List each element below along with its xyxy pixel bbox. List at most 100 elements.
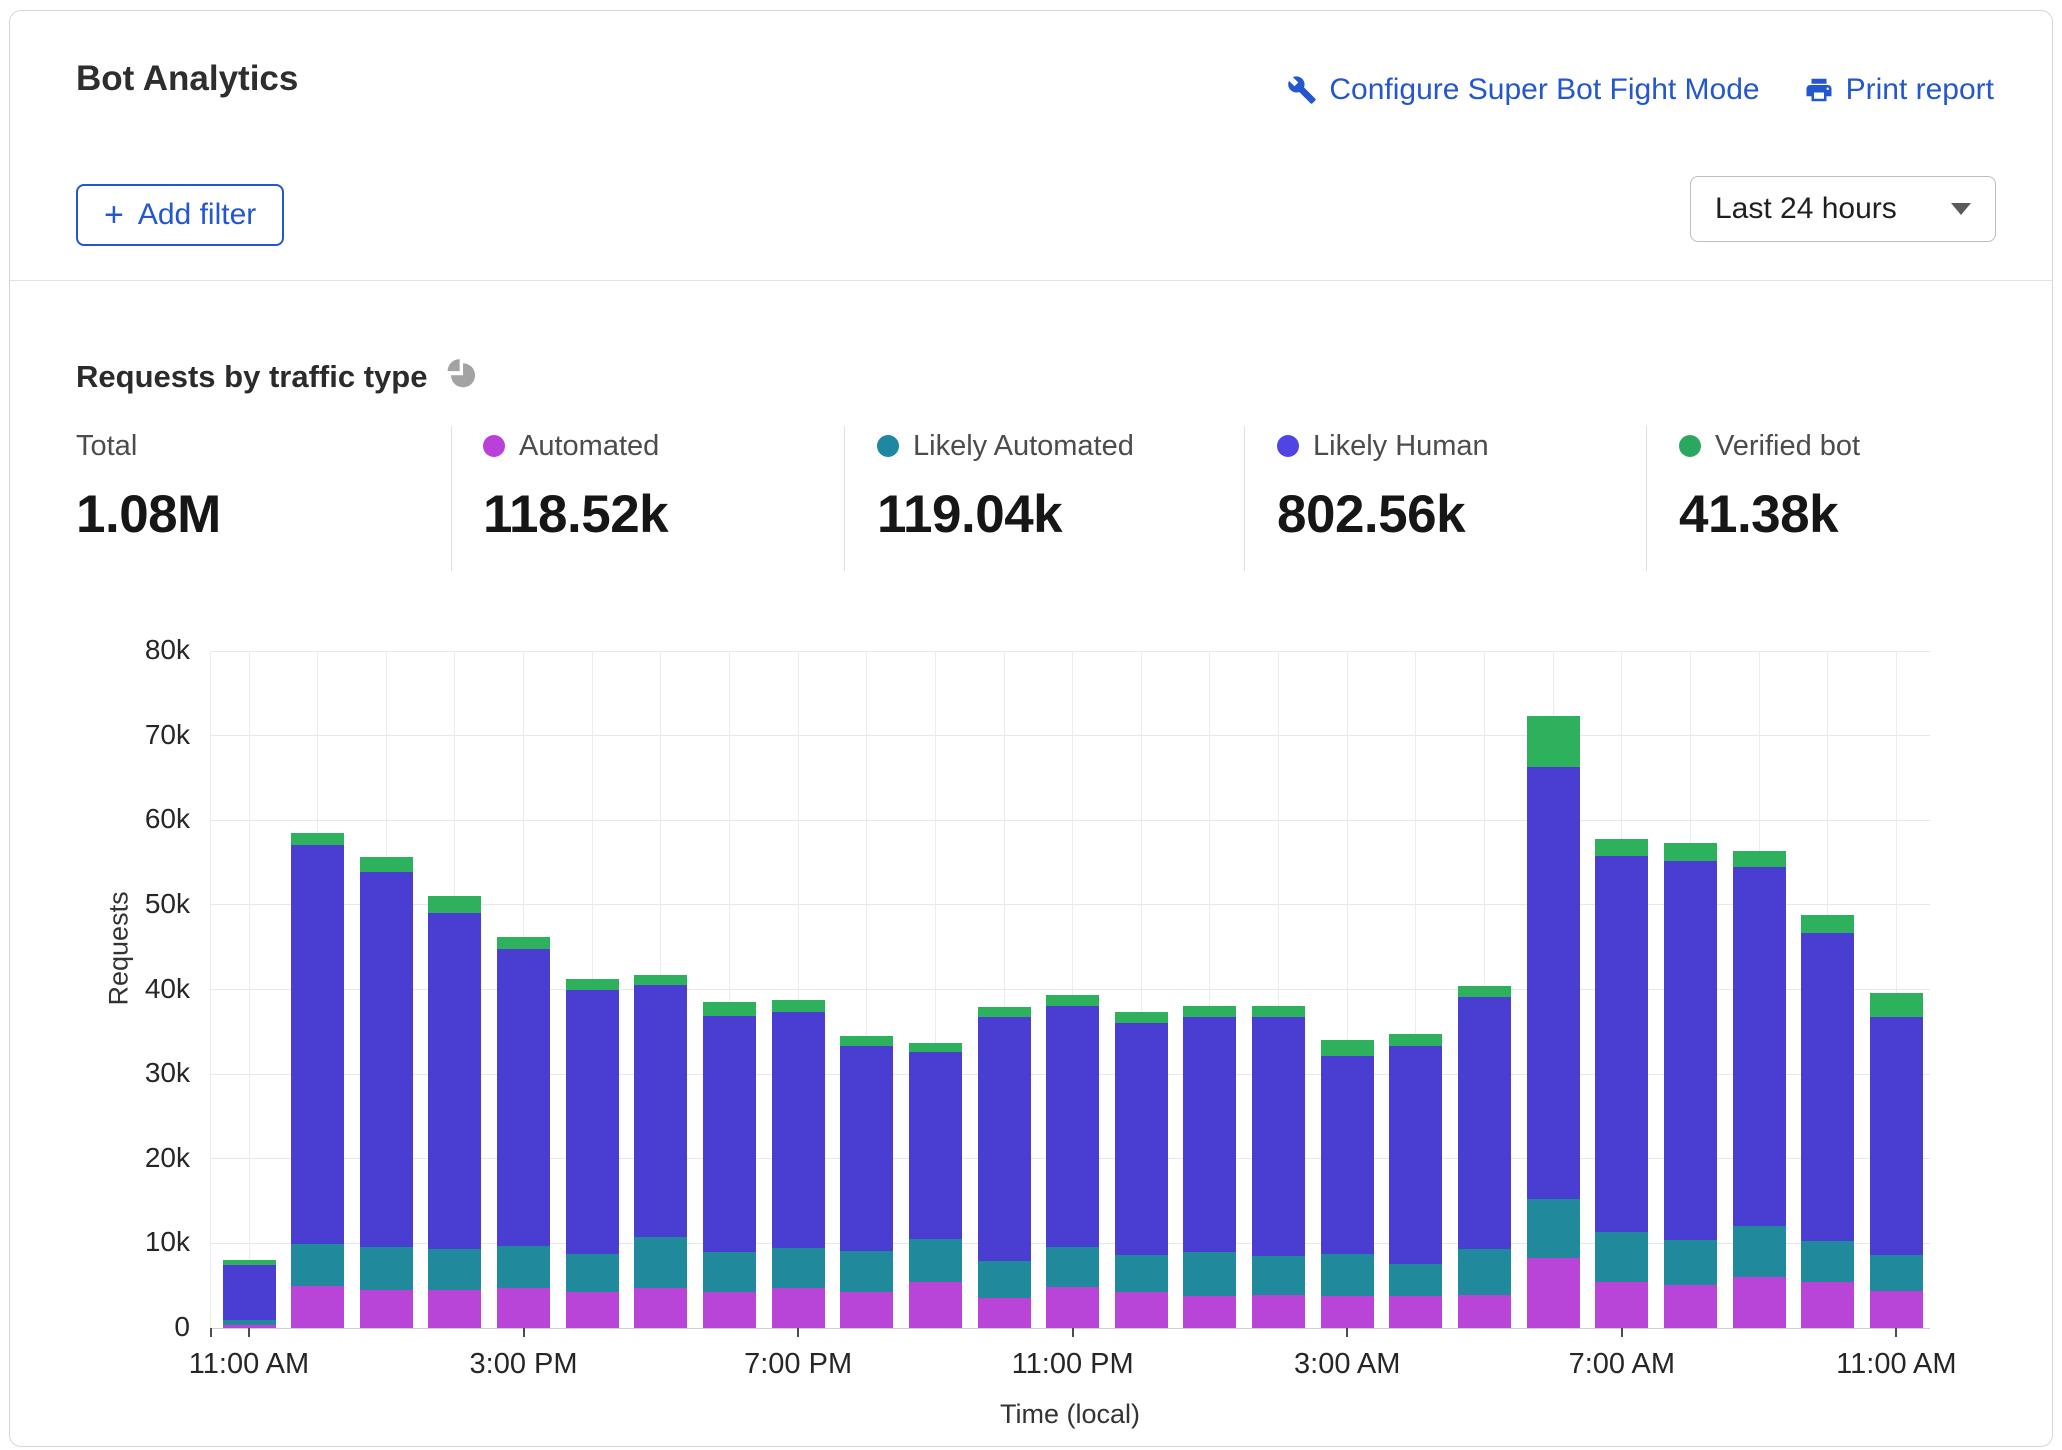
bar-segment-likely_human [1389,1046,1443,1264]
stat-likely-automated-label: Likely Automated [913,429,1134,462]
bar-3-am[interactable] [1320,1040,1374,1328]
bar-11-am[interactable] [222,1260,276,1328]
bar-8-am[interactable] [1663,843,1717,1328]
bar-segment-automated [1458,1295,1512,1328]
bar-11-am[interactable] [1869,992,1923,1328]
bar-segment-automated [359,1289,413,1328]
stat-likely-human[interactable]: Likely Human 802.56k [1277,426,1489,545]
bar-segment-likely_automated [1595,1232,1649,1283]
bar-segment-automated [1389,1295,1443,1328]
v-gridline [1895,651,1897,1328]
bar-10-pm[interactable] [977,1007,1031,1328]
bar-segment-likely_automated [1252,1256,1306,1295]
bar-3-pm[interactable] [497,937,551,1328]
bar-2-am[interactable] [1252,1006,1306,1328]
requests-by-traffic-type-chart: Requests Time (local) 0 10k 20k 30k 40k 50k 60… [104,634,1957,1429]
bar-2-pm[interactable] [428,896,482,1328]
plus-icon: + [104,196,124,234]
bar-segment-likely_human [1320,1055,1374,1254]
bar-segment-likely_automated [771,1248,825,1289]
bar-segment-likely_human [1663,860,1717,1240]
stat-automated[interactable]: Automated 118.52k [483,426,669,545]
v-gridline [210,651,211,1328]
print-report-link[interactable]: Print report [1804,73,1994,107]
bar-segment-automated [908,1282,962,1328]
bar-segment-likely_automated [1801,1240,1855,1283]
v-gridline [1140,651,1142,1328]
h-gridline [210,650,1930,652]
bar-9-am[interactable] [1732,850,1786,1328]
bar-segment-automated [565,1291,619,1328]
bar-segment-automated [1801,1282,1855,1328]
bar-7-pm[interactable] [771,999,825,1328]
bar-segment-automated [1046,1287,1100,1328]
bar-segment-automated [1320,1295,1374,1328]
v-gridline [1415,651,1417,1328]
configure-super-bot-fight-mode-link[interactable]: Configure Super Bot Fight Mode [1287,73,1760,107]
bar-segment-likely_human [1801,932,1855,1241]
add-filter-button[interactable]: + Add filter [76,184,285,246]
bar-1-pm[interactable] [359,856,413,1328]
bar-segment-verified_bot [497,937,551,949]
bar-5-am[interactable] [1458,986,1512,1328]
stat-total[interactable]: Total 1.08M [76,426,221,545]
stat-likely-automated[interactable]: Likely Automated 119.04k [877,426,1134,545]
x-axis-tick [522,1328,525,1337]
bar-10-am[interactable] [1801,915,1855,1328]
bar-segment-likely_human [1732,866,1786,1227]
bar-segment-verified_bot [1732,850,1786,867]
h-gridline [210,735,1930,737]
stat-total-value: 1.08M [76,485,221,544]
bar-segment-verified_bot [1183,1006,1237,1018]
panel-title: Requests by traffic type [76,358,428,394]
y-axis-tick-label: 50k [144,887,190,919]
bar-segment-likely_human [291,844,345,1245]
time-range-select[interactable]: Last 24 hours [1690,176,1996,242]
bar-5-pm[interactable] [634,975,688,1328]
stat-verified-bot[interactable]: Verified bot 41.38k [1679,426,1860,545]
bar-segment-verified_bot [1389,1033,1443,1047]
v-gridline [1072,651,1074,1328]
bar-12-pm[interactable] [291,832,345,1328]
bar-12-am[interactable] [1114,1012,1168,1328]
stat-divider [451,426,452,571]
bar-segment-likely_automated [565,1253,619,1292]
bar-segment-likely_human [1183,1017,1237,1252]
h-gridline [210,1327,1930,1329]
bar-7-am[interactable] [1595,838,1649,1328]
page-title: Bot Analytics [76,59,299,98]
bar-segment-likely_automated [1183,1251,1237,1296]
bar-segment-likely_automated [1869,1255,1923,1291]
bar-segment-likely_automated [1526,1199,1580,1258]
bar-segment-automated [1114,1292,1168,1328]
bar-segment-likely_automated [497,1245,551,1289]
bar-11-pm[interactable] [1046,995,1100,1328]
bar-1-am[interactable] [1183,1006,1237,1328]
bar-segment-likely_human [1595,855,1649,1233]
bar-4-am[interactable] [1389,1033,1443,1328]
v-gridline [1346,651,1348,1328]
bar-segment-automated [497,1288,551,1328]
bar-segment-likely_human [908,1052,962,1240]
bar-segment-likely_human [222,1264,276,1320]
bar-9-pm[interactable] [908,1042,962,1328]
v-gridline [1209,651,1211,1328]
bar-segment-verified_bot [977,1007,1031,1018]
y-axis-tick-label: 20k [144,1141,190,1173]
x-axis-tick [1346,1328,1349,1337]
bar-segment-automated [1183,1295,1237,1328]
stat-divider [1646,426,1647,571]
stat-total-label: Total [76,429,138,462]
bar-6-pm[interactable] [702,1002,756,1328]
bar-segment-likely_automated [908,1239,962,1283]
bar-segment-automated [1526,1257,1580,1328]
stat-automated-label: Automated [519,429,660,462]
bar-segment-likely_human [634,985,688,1238]
stat-automated-value: 118.52k [483,485,669,544]
bar-segment-likely_human [977,1017,1031,1262]
bar-segment-verified_bot [565,979,619,990]
bar-6-am[interactable] [1526,716,1580,1328]
bar-segment-verified_bot [1526,716,1580,767]
bar-4-pm[interactable] [565,979,619,1328]
bar-8-pm[interactable] [840,1036,894,1328]
